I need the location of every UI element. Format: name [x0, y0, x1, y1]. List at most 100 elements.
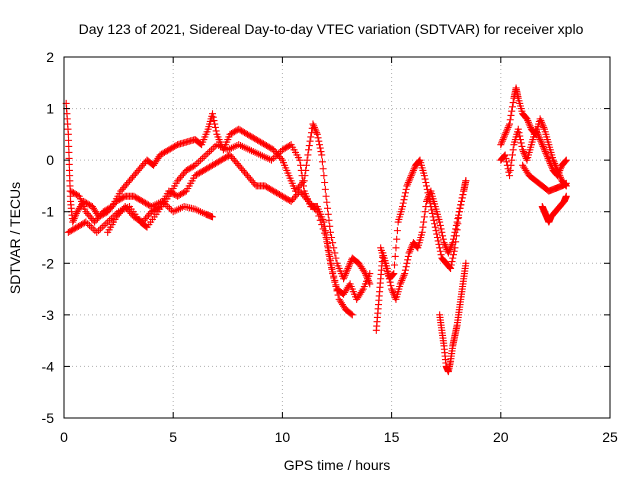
data-point: [324, 204, 332, 212]
data-point: [514, 125, 522, 133]
data-point: [210, 117, 218, 125]
data-point: [171, 142, 179, 150]
data-point: [452, 221, 460, 229]
data-point: [117, 208, 125, 216]
data-point: [207, 162, 215, 170]
data-point: [449, 254, 457, 262]
data-point: [206, 163, 214, 171]
data-point: [453, 226, 461, 234]
data-point: [121, 203, 129, 211]
data-point: [508, 107, 516, 115]
data-point: [453, 218, 461, 226]
data-point: [428, 206, 436, 214]
data-point: [134, 166, 142, 174]
data-point: [107, 203, 115, 211]
data-point: [67, 187, 75, 195]
x-tick-label: 20: [493, 429, 509, 445]
data-point: [525, 120, 533, 128]
data-point: [331, 249, 339, 257]
data-point: [179, 189, 187, 197]
data-point: [312, 127, 320, 135]
data-point: [133, 215, 141, 223]
data-point: [516, 136, 524, 144]
data-point: [389, 270, 397, 278]
data-point: [407, 244, 415, 252]
data-point: [283, 195, 291, 203]
data-point: [251, 135, 259, 143]
data-point: [539, 142, 547, 150]
data-point: [227, 129, 235, 137]
data-point: [197, 168, 205, 176]
data-point: [115, 209, 123, 217]
y-axis-label: SDTVAR / TECUs: [7, 182, 23, 294]
data-point: [402, 185, 410, 193]
data-point: [277, 191, 285, 199]
data-point: [397, 278, 405, 286]
data-point: [322, 234, 330, 241]
data-point: [315, 212, 323, 220]
data-point: [121, 182, 129, 190]
data-point: [421, 175, 429, 183]
data-point: [115, 196, 123, 204]
data-point: [227, 153, 235, 161]
data-point: [217, 156, 225, 164]
data-point: [120, 184, 128, 192]
data-point: [305, 146, 313, 154]
data-points: [62, 84, 570, 376]
data-point: [143, 213, 151, 221]
x-tick-label: 15: [384, 429, 400, 445]
data-point: [420, 213, 428, 221]
data-point: [232, 158, 240, 166]
data-point: [123, 180, 131, 188]
data-point: [406, 175, 414, 183]
data-point: [433, 230, 441, 238]
data-point: [313, 129, 321, 137]
data-point: [519, 146, 527, 154]
data-point: [345, 261, 353, 269]
data-point: [506, 166, 514, 174]
data-point: [321, 229, 329, 237]
data-point: [391, 252, 399, 260]
data-point: [275, 153, 283, 161]
data-point: [191, 172, 199, 180]
data-point: [254, 136, 262, 144]
series-track-7: [436, 259, 470, 376]
data-point: [348, 311, 356, 319]
data-point: [401, 266, 409, 274]
data-point: [220, 154, 228, 162]
data-point: [233, 160, 241, 168]
data-point: [444, 249, 452, 257]
data-point: [358, 287, 366, 295]
data-point: [140, 198, 148, 206]
data-point: [427, 203, 435, 211]
data-point: [326, 255, 334, 263]
data-point: [428, 209, 436, 217]
data-point: [508, 103, 516, 111]
data-point: [311, 125, 319, 133]
data-point: [316, 144, 324, 152]
data-point: [245, 131, 253, 139]
data-point: [561, 158, 569, 166]
data-point: [562, 192, 570, 200]
data-point: [449, 251, 457, 259]
data-point: [533, 129, 541, 137]
data-point: [168, 189, 176, 197]
data-point: [458, 194, 466, 202]
data-point: [438, 228, 446, 236]
data-point: [326, 222, 334, 230]
data-point: [226, 130, 234, 138]
data-point: [498, 139, 506, 147]
data-point: [393, 227, 401, 235]
data-point: [72, 191, 80, 199]
data-point: [126, 208, 134, 216]
data-point: [520, 149, 528, 157]
data-point: [556, 165, 564, 173]
data-point: [401, 270, 409, 278]
data-point: [203, 165, 211, 173]
data-point: [281, 194, 289, 202]
data-point: [418, 228, 426, 236]
data-point: [400, 271, 408, 279]
data-point: [142, 222, 150, 230]
data-point: [538, 118, 546, 126]
x-axis-label: GPS time / hours: [284, 457, 391, 473]
